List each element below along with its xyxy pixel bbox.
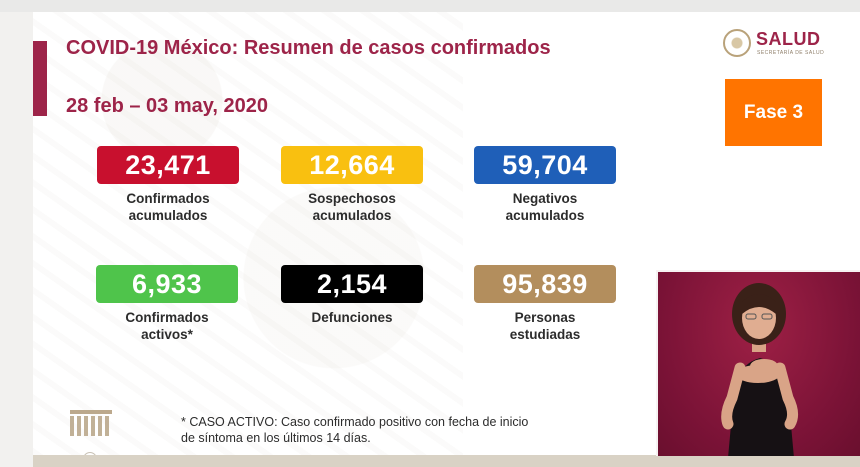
bottom-band [33,455,860,467]
stat-value: 59,704 [474,146,616,184]
stat-label-line: acumulados [505,208,585,223]
stat-negative-cumulative: 59,704 Negativos acumulados [460,146,630,224]
stat-label-line: acumulados [128,208,208,223]
stat-label-line: Confirmados [126,191,210,206]
sign-language-interpreter-video [656,270,860,456]
logo-subtitle: SECRETARÍA DE SALUD [757,50,825,56]
stat-label: Confirmados activos* [82,309,252,343]
logo-wordmark: SALUD [756,29,821,49]
stat-label-line: Confirmados [125,310,209,325]
stat-label: Confirmados acumulados [83,190,253,224]
stat-label: Sospechosos acumulados [267,190,437,224]
interpreter-figure [721,283,799,456]
stat-deaths: 2,154 Defunciones [267,265,437,326]
stat-value: 95,839 [474,265,616,303]
stat-label-line: activos* [141,327,193,342]
slide: COVID-19 México: Resumen de casos confir… [33,12,860,455]
stat-value: 2,154 [281,265,423,303]
stat-value: 12,664 [281,146,423,184]
stat-confirmed-cumulative: 23,471 Confirmados acumulados [83,146,253,224]
mexican-eagle-seal-icon [723,29,751,57]
salud-logo: SALUD SECRETARÍA DE SALUD [723,28,833,62]
stat-label-line: acumulados [312,208,392,223]
stat-value: 6,933 [96,265,238,303]
stat-label: Negativos acumulados [460,190,630,224]
stat-label-line: Negativos [512,191,578,206]
stat-label-line: estudiadas [509,327,581,342]
historic-figures-emblem-icon [66,400,116,448]
slide-title: COVID-19 México: Resumen de casos confir… [66,37,551,59]
stat-people-studied: 95,839 Personas estudiadas [460,265,630,343]
top-band [0,0,860,12]
phase-badge: Fase 3 [725,79,822,146]
footnote-line: de síntoma en los últimos 14 días. [181,431,371,445]
stat-value: 23,471 [97,146,239,184]
stat-label-line: Sospechosos [308,191,396,206]
stat-label: Defunciones [267,309,437,326]
background-pattern [33,12,463,455]
stat-label-line: Personas [514,310,576,325]
accent-bar [33,41,47,116]
stat-suspected-cumulative: 12,664 Sospechosos acumulados [267,146,437,224]
stat-label: Personas estudiadas [460,309,630,343]
stat-confirmed-active: 6,933 Confirmados activos* [82,265,252,343]
active-case-footnote: * CASO ACTIVO: Caso confirmado positivo … [181,414,621,446]
date-range: 28 feb – 03 may, 2020 [66,95,268,117]
footnote-line: * CASO ACTIVO: Caso confirmado positivo … [181,415,529,429]
stat-label-line: Defunciones [311,310,393,325]
